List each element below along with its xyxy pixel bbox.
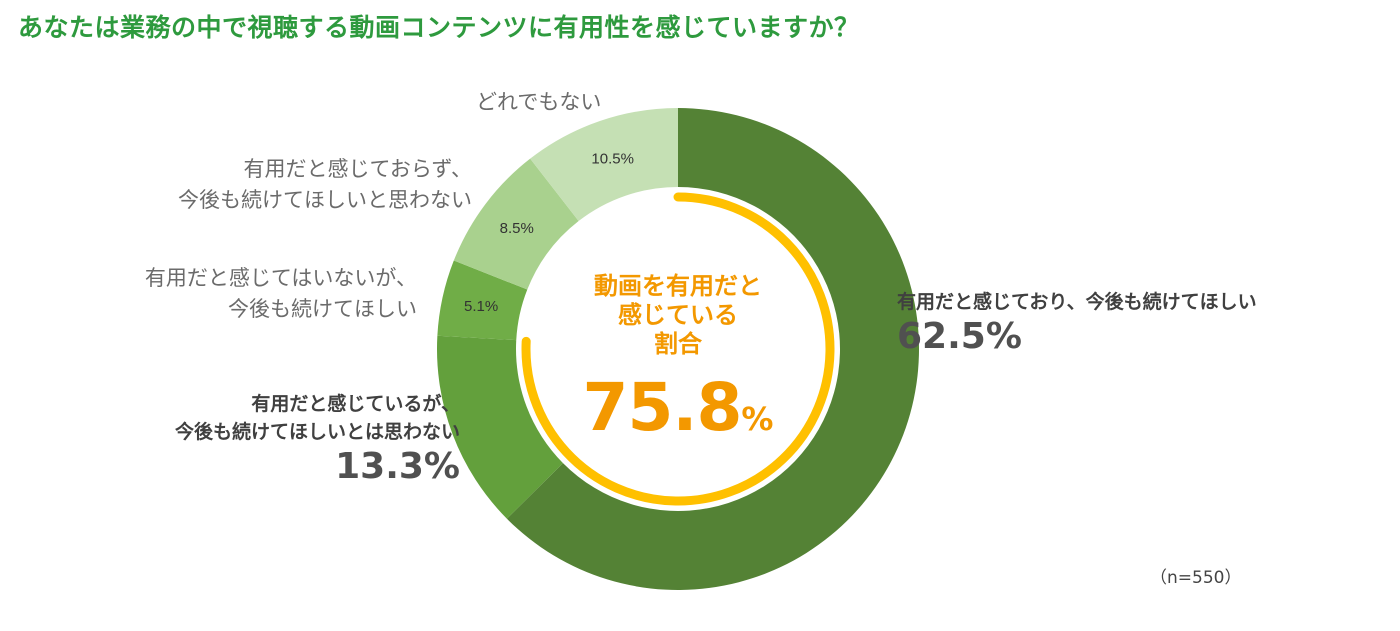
center-value: 75.8% bbox=[578, 369, 778, 446]
slice-value-label: 13.3% bbox=[335, 446, 460, 487]
slice-label-line: 今後も続けてほしい bbox=[228, 297, 417, 321]
center-value-number: 75.8 bbox=[582, 369, 743, 446]
donut-slice-4 bbox=[453, 158, 579, 290]
slice-label-not-useful-not-continue: 有用だと感じておらず、 今後も続けてほしいと思わない bbox=[178, 154, 472, 216]
slice-value-label: 62.5% bbox=[897, 316, 1022, 357]
slice-inside-value-4: 8.5% bbox=[500, 220, 534, 237]
center-caption-line: 感じている bbox=[618, 301, 738, 329]
slice-label-line: 有用だと感じてはいないが、 bbox=[144, 266, 417, 290]
sample-size: （n=550） bbox=[1150, 568, 1242, 588]
slice-label-useful-continue: 有用だと感じており、今後も続けてほしい 62.5% bbox=[897, 288, 1257, 358]
slice-inside-value-3: 5.1% bbox=[464, 298, 498, 315]
center-caption-line: 割合 bbox=[654, 330, 702, 358]
slice-label-line: 有用だと感じているが、 bbox=[251, 393, 460, 415]
donut-slice-3 bbox=[437, 260, 528, 341]
donut-slices bbox=[437, 108, 919, 590]
center-caption-line: 動画を有用だと bbox=[594, 272, 762, 300]
slice-label-none: どれでもない bbox=[476, 87, 601, 118]
center-summary: 動画を有用だと 感じている 割合 75.8% bbox=[578, 272, 778, 446]
donut-slice-2 bbox=[437, 335, 563, 519]
slice-label-line: 有用だと感じておらず、 bbox=[243, 157, 472, 181]
donut-slice-1 bbox=[506, 108, 919, 590]
useful-ratio-arc bbox=[521, 192, 835, 506]
slice-inside-value-5: 10.5% bbox=[591, 150, 634, 167]
slice-label-line: 今後も続けてほしいと思わない bbox=[178, 188, 472, 212]
slice-label-useful-not-continue: 有用だと感じているが、 今後も続けてほしいとは思わない 13.3% bbox=[175, 390, 460, 488]
center-value-unit: % bbox=[741, 400, 774, 438]
slice-label-line: 今後も続けてほしいとは思わない bbox=[174, 421, 460, 443]
slice-label-line: どれでもない bbox=[476, 90, 602, 114]
slice-label-not-useful-continue: 有用だと感じてはいないが、 今後も続けてほしい bbox=[145, 263, 417, 325]
chart-title: あなたは業務の中で視聴する動画コンテンツに有用性を感じていますか？ bbox=[18, 13, 860, 42]
slice-label-line: 有用だと感じており、今後も続けてほしい bbox=[897, 291, 1257, 313]
inside-labels: 5.1% 8.5% 10.5% bbox=[464, 150, 634, 315]
donut-slice-5 bbox=[530, 108, 678, 222]
